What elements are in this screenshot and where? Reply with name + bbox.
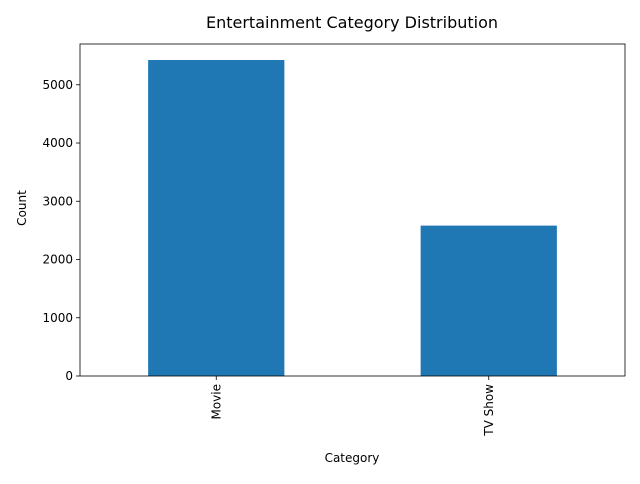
bar-movie [148, 60, 285, 376]
y-tick-label: 5000 [42, 78, 73, 92]
y-tick-label: 4000 [42, 136, 73, 150]
x-axis-label: Category [325, 451, 380, 465]
x-tick-label: TV Show [482, 384, 496, 437]
plot-frame [79, 43, 626, 377]
y-tick-label: 1000 [42, 311, 73, 325]
y-axis-label: Count [15, 190, 29, 226]
y-tick-label: 2000 [42, 253, 73, 267]
x-tick-label: Movie [209, 384, 223, 420]
bar-tv-show [420, 225, 557, 376]
y-tick-label: 0 [65, 369, 73, 383]
x-axis: Movie TV Show [209, 376, 496, 437]
plot-area [79, 43, 626, 377]
y-axis: 0 1000 2000 3000 4000 5000 [42, 78, 80, 383]
y-tick-label: 3000 [42, 194, 73, 208]
chart-title: Entertainment Category Distribution [206, 13, 498, 32]
